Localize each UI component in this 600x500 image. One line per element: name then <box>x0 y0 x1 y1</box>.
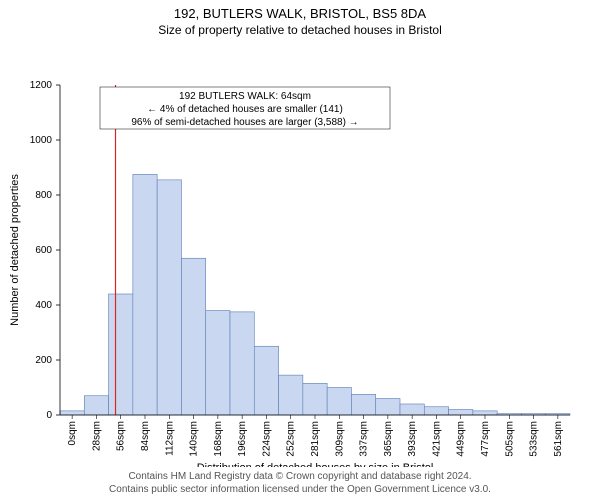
x-tick-label: 56sqm <box>116 421 127 451</box>
histogram-bar <box>109 294 133 415</box>
y-tick-label: 600 <box>35 245 52 256</box>
x-tick-label: 84sqm <box>140 421 151 451</box>
histogram-bar <box>133 174 157 415</box>
histogram-bar <box>230 312 254 415</box>
histogram-bar <box>473 411 497 415</box>
histogram-bar <box>424 407 448 415</box>
y-axis-label: Number of detached properties <box>9 174 21 326</box>
y-tick-label: 200 <box>35 355 52 366</box>
y-tick-label: 1000 <box>30 135 53 146</box>
histogram-bar <box>60 411 84 415</box>
x-axis-label: Distribution of detached houses by size … <box>197 462 434 467</box>
page-title: 192, BUTLERS WALK, BRISTOL, BS5 8DA <box>0 0 600 21</box>
x-tick-label: 309sqm <box>334 421 345 457</box>
y-tick-label: 400 <box>35 300 52 311</box>
histogram-bar <box>157 180 181 415</box>
x-tick-label: 393sqm <box>407 421 418 457</box>
x-tick-label: 421sqm <box>431 421 442 457</box>
x-tick-label: 365sqm <box>383 421 394 457</box>
histogram-bar <box>84 396 108 415</box>
x-tick-label: 533sqm <box>529 421 540 457</box>
x-tick-label: 28sqm <box>91 421 102 451</box>
info-line-3: 96% of semi-detached houses are larger (… <box>131 117 358 128</box>
x-tick-label: 561sqm <box>553 421 564 457</box>
x-tick-label: 337sqm <box>359 421 370 457</box>
histogram-bar <box>303 383 327 415</box>
x-tick-label: 252sqm <box>286 421 297 457</box>
x-tick-label: 112sqm <box>164 421 175 456</box>
histogram-bar <box>400 404 424 415</box>
footer-attribution: Contains HM Land Registry data © Crown c… <box>0 470 600 496</box>
histogram-bar <box>254 346 278 415</box>
y-tick-label: 0 <box>46 410 52 421</box>
footer-line-1: Contains HM Land Registry data © Crown c… <box>0 470 600 483</box>
x-tick-label: 168sqm <box>213 421 224 457</box>
histogram-bar <box>449 410 473 416</box>
x-tick-label: 505sqm <box>504 421 515 457</box>
histogram-bar <box>351 394 375 415</box>
histogram-bar <box>376 399 400 416</box>
x-tick-label: 449sqm <box>456 421 467 457</box>
x-tick-label: 477sqm <box>480 421 491 457</box>
info-line-2: ← 4% of detached houses are smaller (141… <box>147 104 343 115</box>
histogram-bar <box>206 311 230 416</box>
y-tick-label: 1200 <box>30 80 53 91</box>
page-subtitle: Size of property relative to detached ho… <box>0 21 600 37</box>
histogram-bar <box>181 258 205 415</box>
y-tick-label: 800 <box>35 190 52 201</box>
x-tick-label: 281sqm <box>310 421 321 457</box>
x-tick-label: 196sqm <box>237 421 248 457</box>
footer-line-2: Contains public sector information licen… <box>0 483 600 496</box>
x-tick-label: 140sqm <box>189 421 200 457</box>
histogram-bar <box>327 388 351 416</box>
x-tick-label: 224sqm <box>261 421 272 457</box>
histogram-chart: 0 200 400 600 800 1000 1200 Number of detached … <box>0 37 600 467</box>
info-box: 192 BUTLERS WALK: 64sqm ← 4% of detached … <box>100 87 390 129</box>
histogram-bar <box>279 375 303 415</box>
x-tick-label: 0sqm <box>67 421 78 445</box>
info-line-1: 192 BUTLERS WALK: 64sqm <box>179 91 311 102</box>
